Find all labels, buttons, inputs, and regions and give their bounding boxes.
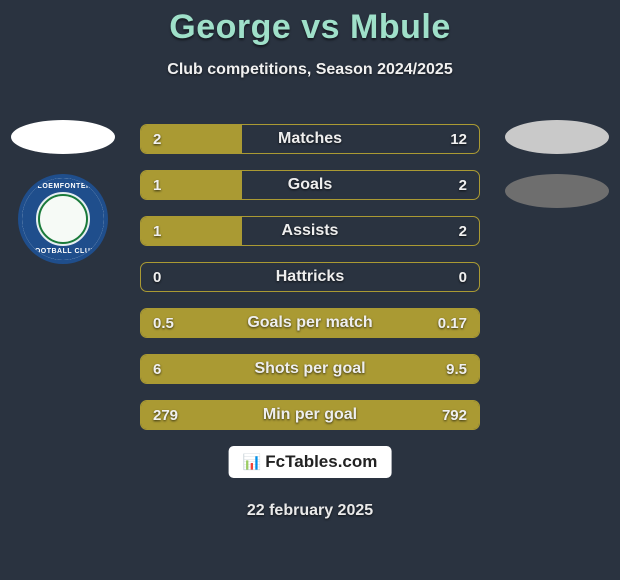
crest-inner-icon xyxy=(38,194,88,244)
right-badges-column xyxy=(502,120,612,228)
right-flag-1-icon xyxy=(505,120,609,154)
stat-label: Min per goal xyxy=(141,401,479,429)
stat-label: Goals per match xyxy=(141,309,479,337)
player-left-name: George xyxy=(169,8,291,46)
stat-row: 00Hattricks xyxy=(140,262,480,292)
crest-top-text: BLOEMFONTEIN xyxy=(22,183,104,190)
right-flag-2-icon xyxy=(505,174,609,208)
stat-label: Matches xyxy=(141,125,479,153)
stat-label: Shots per goal xyxy=(141,355,479,383)
comparison-subtitle: Club competitions, Season 2024/2025 xyxy=(0,61,620,79)
brand-box: 📊 FcTables.com xyxy=(229,446,392,478)
stat-label: Goals xyxy=(141,171,479,199)
crest-bottom-text: FOOTBALL CLUB xyxy=(22,248,104,255)
brand-chart-icon: 📊 xyxy=(243,453,262,471)
brand-text: FcTables.com xyxy=(265,452,377,472)
player-right-name: Mbule xyxy=(350,8,451,46)
stat-label: Hattricks xyxy=(141,263,479,291)
stat-row: 12Assists xyxy=(140,216,480,246)
left-badges-column: BLOEMFONTEIN FOOTBALL CLUB xyxy=(8,120,118,264)
stat-bars: 212Matches 12Goals 12Assists 00Hattricks 0.5… xyxy=(140,124,480,446)
stat-row: 0.50.17Goals per match xyxy=(140,308,480,338)
comparison-title: George vs Mbule xyxy=(0,0,620,47)
stat-row: 212Matches xyxy=(140,124,480,154)
stat-row: 12Goals xyxy=(140,170,480,200)
footer-date: 22 february 2025 xyxy=(0,502,620,520)
left-club-crest-icon: BLOEMFONTEIN FOOTBALL CLUB xyxy=(18,174,108,264)
left-flag-icon xyxy=(11,120,115,154)
stat-row: 279792Min per goal xyxy=(140,400,480,430)
stat-label: Assists xyxy=(141,217,479,245)
title-vs: vs xyxy=(301,8,340,46)
stat-row: 69.5Shots per goal xyxy=(140,354,480,384)
